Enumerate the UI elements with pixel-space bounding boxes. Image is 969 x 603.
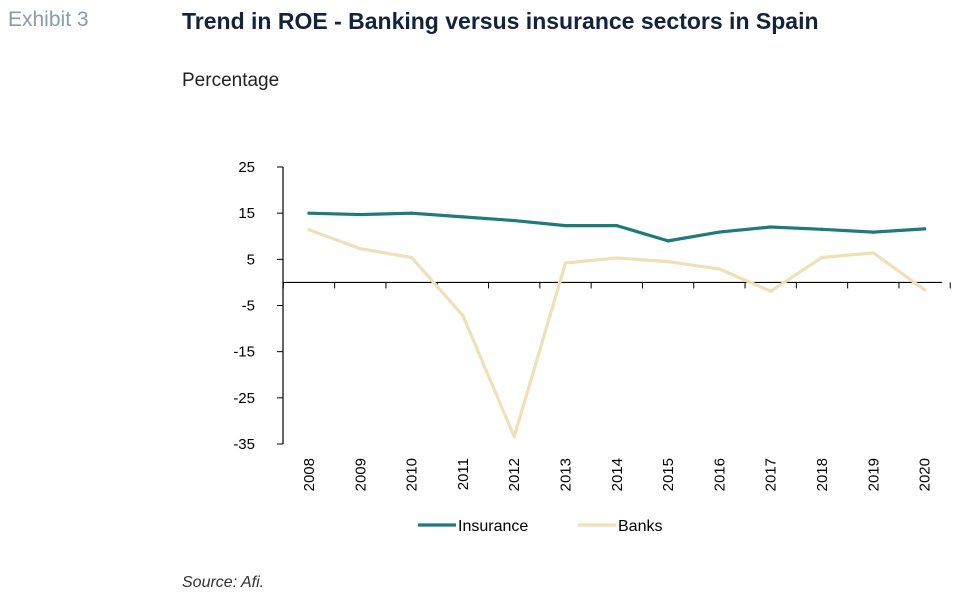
chart-subtitle: Percentage [182, 70, 280, 91]
legend-label-banks: Banks [618, 518, 662, 535]
x-tick-label: 2010 [404, 458, 421, 491]
data-point-insurance [923, 227, 927, 231]
series-line-banks [307, 228, 927, 439]
data-point-insurance [410, 211, 414, 215]
x-tick-label: 2019 [865, 458, 882, 491]
data-point-insurance [769, 225, 773, 229]
data-point-insurance [820, 227, 824, 231]
x-axis: 2008 2009 2010 2011 2012 2013 2014 2015 2016 2017… [282, 281, 951, 491]
data-point-insurance [563, 224, 568, 228]
y-axis: 25 15 5 -5 -15 -25 -35 [233, 159, 284, 453]
legend: Insurance Banks [418, 518, 662, 535]
y-tick-label: -15 [233, 344, 255, 361]
x-tick-label: 2012 [506, 458, 523, 491]
data-point-insurance [871, 230, 875, 234]
y-tick-label: 5 [247, 251, 255, 268]
data-point-insurance [307, 211, 311, 215]
roe-line-chart: 25 15 5 -5 -15 -25 -35 2008 2009 2010 2011 2012 201… [233, 159, 951, 535]
x-tick-label: 2009 [352, 458, 369, 491]
source-note: Source: Afi. [182, 574, 265, 591]
x-tick-label: 2008 [301, 458, 318, 491]
data-point-insurance [461, 215, 465, 219]
x-tick-label: 2016 [711, 458, 728, 491]
data-point-banks [923, 288, 927, 292]
x-tick-label: 2015 [660, 458, 677, 491]
series-layer [307, 211, 927, 439]
data-point-insurance [358, 212, 362, 217]
y-tick-label: -25 [233, 390, 255, 407]
data-point-banks [615, 256, 619, 260]
data-point-insurance [666, 239, 670, 243]
x-tick-label: 2020 [917, 458, 934, 491]
data-point-banks [871, 251, 875, 255]
x-tick-label: 2018 [814, 458, 831, 491]
data-point-banks [461, 314, 465, 318]
data-point-insurance [615, 224, 619, 228]
y-tick-label: -35 [233, 436, 255, 453]
data-point-banks [512, 435, 516, 439]
data-point-banks [769, 289, 773, 293]
data-point-insurance [512, 218, 516, 223]
data-point-banks [563, 261, 568, 265]
data-point-insurance [717, 230, 722, 234]
data-point-banks [358, 247, 362, 251]
x-tick-label: 2013 [558, 458, 575, 491]
y-tick-label: -5 [242, 298, 255, 315]
data-point-banks [307, 228, 311, 232]
y-tick-label: 25 [238, 159, 255, 176]
exhibit-label: Exhibit 3 [8, 8, 89, 31]
data-point-banks [717, 267, 722, 271]
legend-label-insurance: Insurance [458, 518, 528, 535]
data-point-banks [820, 255, 824, 260]
data-point-banks [410, 255, 414, 260]
x-tick-label: 2011 [455, 458, 472, 490]
x-tick-label: 2017 [763, 458, 780, 491]
data-point-banks [666, 260, 670, 264]
chart-title: Trend in ROE - Banking versus insurance … [182, 8, 819, 34]
y-tick-label: 15 [238, 205, 255, 222]
x-tick-label: 2014 [609, 458, 626, 491]
